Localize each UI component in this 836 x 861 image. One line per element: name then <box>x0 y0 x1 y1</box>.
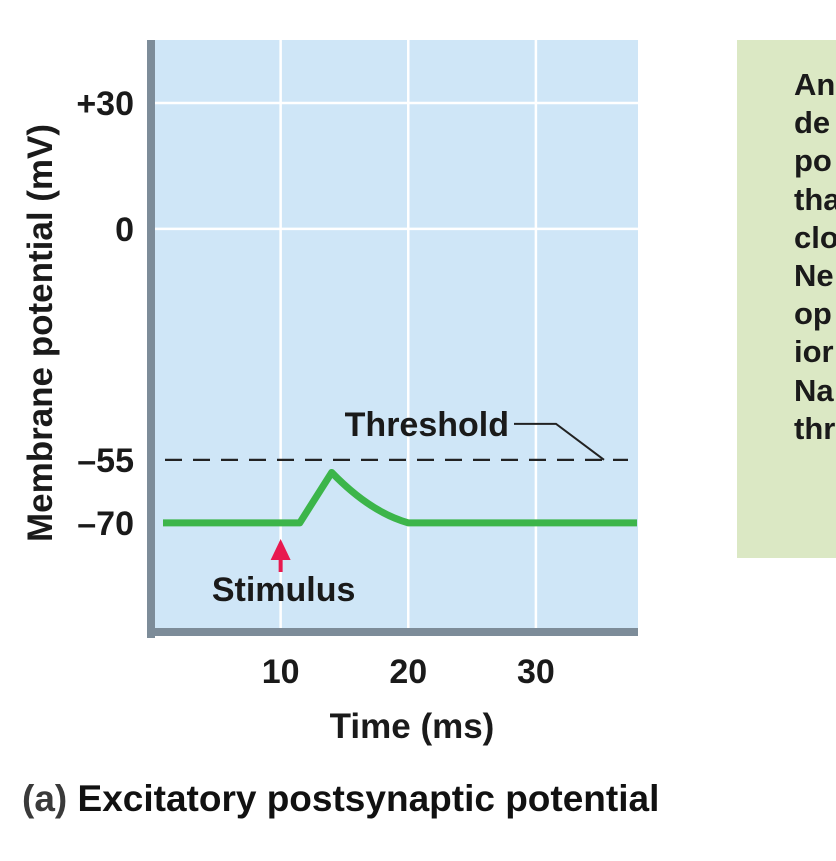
stimulus-label: Stimulus <box>212 571 356 609</box>
x-tick-label: 20 <box>389 653 427 691</box>
y-tick-labels: +30 0 –55 –70 <box>76 85 134 543</box>
x-tick-label: 10 <box>262 653 300 691</box>
grid <box>153 40 638 632</box>
y-axis-title: Membrane potential (mV) <box>21 124 60 542</box>
threshold-group: Threshold <box>165 406 628 461</box>
threshold-label: Threshold <box>345 406 509 444</box>
threshold-leader-line <box>514 422 605 461</box>
axes <box>147 40 638 638</box>
x-tick-labels: 10 20 30 <box>262 653 555 691</box>
x-axis-title: Time (ms) <box>330 707 495 746</box>
y-axis-line <box>147 40 155 638</box>
note-text: An de po tha clo Ne op ior Na thr <box>794 67 836 446</box>
figure-caption: (a) Excitatory postsynaptic potential <box>22 778 659 820</box>
y-tick-label: –70 <box>77 505 134 543</box>
note-box: An de po tha clo Ne op ior Na thr <box>737 40 836 558</box>
potential-series-line <box>163 468 637 527</box>
y-tick-label: 0 <box>115 211 134 249</box>
y-tick-label: +30 <box>76 85 134 123</box>
x-axis-line <box>147 628 638 636</box>
plot-background <box>153 40 638 632</box>
stimulus-group: Stimulus <box>212 539 356 609</box>
stimulus-arrow-head <box>270 539 291 560</box>
x-tick-label: 30 <box>517 653 555 691</box>
y-tick-label: –55 <box>77 442 134 480</box>
caption-panel-letter: (a) <box>22 778 68 819</box>
caption-text: Excitatory postsynaptic potential <box>77 778 660 819</box>
